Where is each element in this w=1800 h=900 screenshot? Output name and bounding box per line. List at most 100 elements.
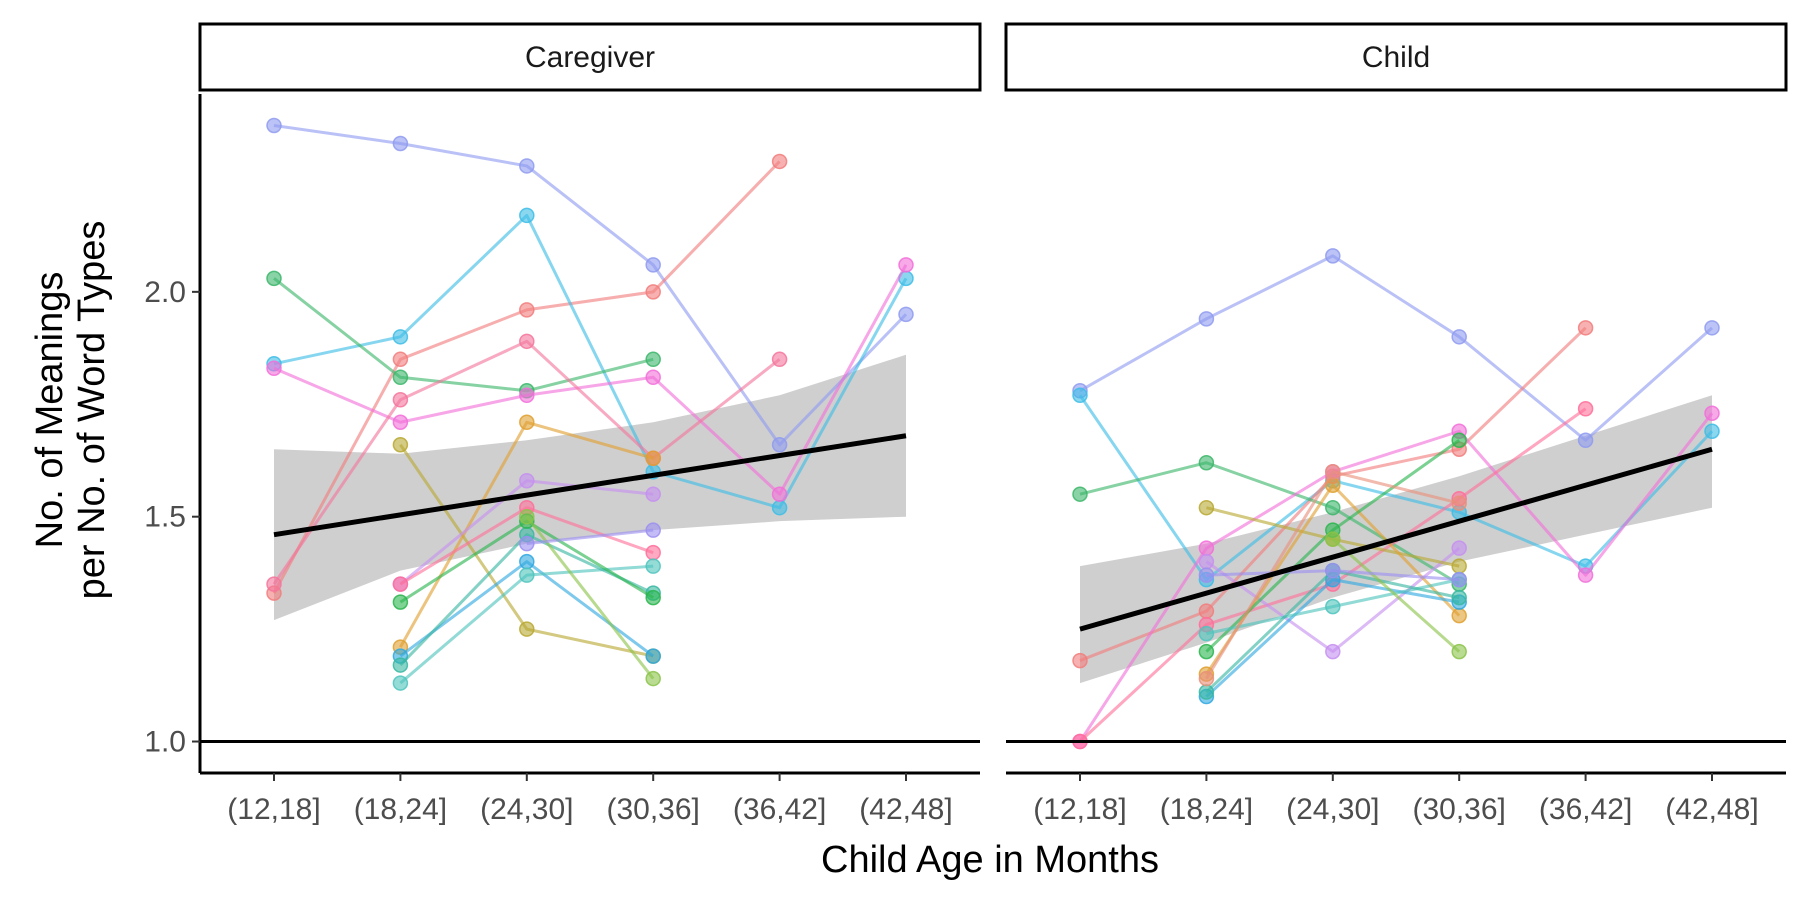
x-tick-label: (36,42] xyxy=(1539,793,1632,826)
series-2 xyxy=(266,207,914,516)
data-point xyxy=(392,675,409,691)
series-line xyxy=(1331,538,1461,653)
series-3 xyxy=(266,270,661,399)
data-point xyxy=(1325,643,1341,660)
data-point xyxy=(1577,567,1594,583)
series-line xyxy=(273,264,908,496)
series-6 xyxy=(1198,540,1467,660)
facet-strip-label: Child xyxy=(1362,41,1430,74)
data-point xyxy=(519,621,535,637)
data-point xyxy=(519,333,535,350)
data-point xyxy=(392,392,409,408)
data-point xyxy=(1325,562,1341,579)
data-point xyxy=(519,553,535,570)
data-point xyxy=(1451,643,1467,660)
series-15 xyxy=(519,522,661,552)
data-point xyxy=(392,576,409,592)
y-tick-label: 2.0 xyxy=(144,276,186,309)
x-tick-label: (12,18] xyxy=(1033,793,1126,826)
data-point xyxy=(1198,311,1215,327)
data-point xyxy=(519,535,535,552)
x-tick-label: (36,42] xyxy=(733,793,826,826)
data-point xyxy=(1072,652,1088,669)
series-line xyxy=(1079,254,1713,442)
series-line xyxy=(1078,412,1714,743)
data-point xyxy=(1577,401,1594,417)
data-point xyxy=(266,117,282,134)
series-15 xyxy=(1198,562,1467,588)
series-line xyxy=(526,528,654,546)
data-point xyxy=(645,648,661,664)
series-line xyxy=(1079,461,1460,586)
data-point xyxy=(1198,567,1215,583)
data-point xyxy=(1198,454,1215,471)
data-point xyxy=(266,270,282,287)
data-point xyxy=(392,657,409,673)
data-point xyxy=(645,670,661,687)
data-point xyxy=(266,576,282,592)
data-point xyxy=(1704,320,1720,336)
facet-strip xyxy=(198,22,982,92)
data-point xyxy=(1451,607,1467,624)
data-point xyxy=(645,450,661,466)
series-13 xyxy=(1198,463,1467,687)
data-point xyxy=(519,472,535,489)
x-tick-label: (30,36] xyxy=(606,793,699,826)
data-point xyxy=(1704,423,1720,440)
data-point xyxy=(1577,432,1594,448)
x-tick-label: (18,24] xyxy=(354,793,447,826)
data-point xyxy=(519,207,535,224)
x-tick-label: (24,30] xyxy=(1286,793,1379,826)
series-line xyxy=(273,277,654,393)
data-point xyxy=(392,414,409,431)
facet-panel-0: Caregiver (12,18] (18,24] (24,30] (30,36] (36… xyxy=(144,22,982,826)
data-point xyxy=(1198,499,1215,516)
series-14 xyxy=(519,508,661,687)
data-point xyxy=(1198,643,1215,660)
series-line xyxy=(1078,394,1714,582)
series-11 xyxy=(392,558,661,691)
data-point xyxy=(898,306,914,323)
trend-line xyxy=(1079,446,1713,632)
data-point xyxy=(1451,589,1467,606)
data-point xyxy=(771,499,788,516)
data-point xyxy=(1325,531,1341,547)
data-point xyxy=(392,369,409,386)
facet-strip-label: Caregiver xyxy=(525,41,655,74)
y-axis-title-line-2: per No. of Word Types xyxy=(71,221,113,600)
data-point xyxy=(1451,495,1467,511)
data-point xyxy=(392,135,409,152)
data-point xyxy=(1577,320,1594,336)
data-point xyxy=(645,544,661,561)
facets-layer: Caregiver (12,18] (18,24] (24,30] (30,36] (36… xyxy=(144,22,1788,826)
x-tick-label: (24,30] xyxy=(480,793,573,826)
data-point xyxy=(645,522,661,538)
data-point xyxy=(1325,463,1341,480)
data-point xyxy=(1451,571,1467,588)
data-point xyxy=(645,558,661,574)
series-4 xyxy=(266,257,914,502)
data-point xyxy=(392,329,409,345)
data-point xyxy=(1325,499,1341,516)
data-point xyxy=(392,351,409,368)
x-tick-label: (42,48] xyxy=(1665,793,1758,826)
data-point xyxy=(645,284,661,300)
series-0 xyxy=(1072,248,1720,448)
data-point xyxy=(1325,598,1341,615)
data-point xyxy=(1704,405,1720,422)
data-point xyxy=(1198,670,1215,687)
data-point xyxy=(645,257,661,273)
data-point xyxy=(519,567,535,583)
x-tick-label: (42,48] xyxy=(859,793,952,826)
data-point xyxy=(1198,625,1215,642)
data-point xyxy=(392,594,409,610)
y-axis-title-line-1: No. of Meanings xyxy=(29,272,71,549)
facet-strip xyxy=(1004,22,1788,92)
data-point xyxy=(392,436,409,453)
data-point xyxy=(771,436,788,453)
data-point xyxy=(1451,329,1467,345)
data-point xyxy=(1451,558,1467,574)
y-tick-label: 1.0 xyxy=(144,726,186,759)
data-point xyxy=(645,486,661,502)
data-point xyxy=(645,369,661,386)
